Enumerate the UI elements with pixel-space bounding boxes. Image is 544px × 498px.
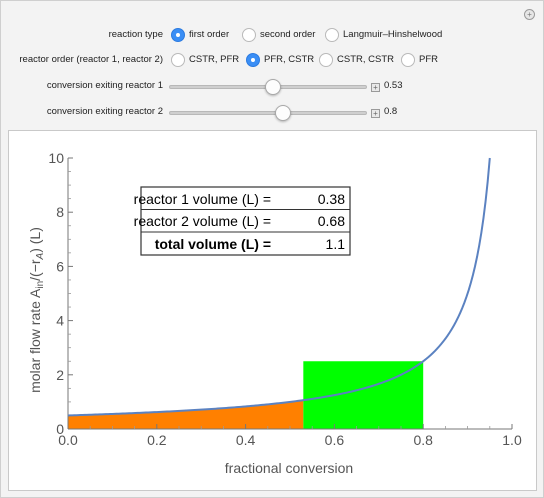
y-tick-label: 10 [48, 150, 64, 166]
y-tick-label: 4 [56, 313, 64, 329]
y-tick-label: 6 [56, 258, 64, 274]
x-tick-label: 0.6 [325, 432, 345, 448]
radio-cstr-pfr[interactable] [171, 53, 185, 67]
radio-pfr-cstr[interactable] [246, 53, 260, 67]
conversion-2-row: conversion exiting reactor 2 + 0.8 [1, 103, 544, 123]
x-tick-label: 0.2 [147, 432, 167, 448]
x-tick-label: 0.4 [236, 432, 256, 448]
total-volume-label: total volume (L) = [155, 236, 271, 252]
radio-cstr-cstr[interactable] [319, 53, 333, 67]
radio-cstr-pfr-label[interactable]: CSTR, PFR [189, 54, 240, 65]
conversion-1-slider-thumb[interactable] [265, 79, 282, 95]
radio-langmuir-hinshelwood-label[interactable]: Langmuir–Hinshelwood [343, 29, 443, 40]
radio-second-order-label[interactable]: second order [260, 29, 316, 40]
rate-curve [67, 157, 491, 417]
levenspiel-plot: 0.0 0.2 0.4 0.6 0.8 1.0 0 2 4 6 8 10 molar flow rat… [27, 150, 522, 476]
x-tick-label: 0.0 [58, 432, 78, 448]
reactor-2-volume-value: 0.68 [318, 213, 345, 229]
conversion-1-row: conversion exiting reactor 1 + 0.53 [1, 77, 544, 97]
conversion-2-slider-track[interactable] [169, 111, 367, 115]
reactor-order-row: reactor order (reactor 1, reactor 2) CST… [1, 51, 544, 71]
conversion-2-value: 0.8 [384, 106, 398, 117]
conversion-1-label: conversion exiting reactor 1 [46, 80, 163, 91]
y-tick-label: 2 [56, 367, 64, 383]
total-volume-value: 1.1 [326, 236, 346, 252]
radio-second-order[interactable] [242, 28, 256, 42]
y-tick-label: 0 [56, 421, 64, 437]
conversion-2-slider-thumb[interactable] [274, 105, 291, 121]
reactor-order-label: reactor order (reactor 1, reactor 2) [19, 54, 163, 65]
y-axis-label-main: molar flow rate A [27, 288, 43, 393]
radio-pfr-label[interactable]: PFR [419, 54, 438, 65]
y-axis-label-sub: in [35, 281, 46, 289]
radio-first-order[interactable] [171, 28, 185, 42]
conversion-1-value: 0.53 [384, 80, 403, 91]
cstr-rectangle [303, 361, 424, 429]
reactor-2-volume-label: reactor 2 volume (L) = [134, 213, 271, 229]
y-axis-label: molar flow rate Ain/(−rA) (L) [27, 227, 46, 393]
radio-cstr-cstr-label[interactable]: CSTR, CSTR [337, 54, 394, 65]
reaction-type-row: reaction type first order second order L… [1, 26, 544, 46]
x-axis-label: fractional conversion [225, 460, 353, 476]
conversion-2-label: conversion exiting reactor 2 [46, 106, 163, 117]
x-tick-label: 1.0 [502, 432, 522, 448]
radio-pfr[interactable] [401, 53, 415, 67]
reaction-type-label: reaction type [108, 29, 163, 40]
conversion-1-expand-icon[interactable]: + [371, 83, 380, 92]
y-axis-label-end: ) (L) [27, 227, 43, 253]
y-tick-label: 8 [56, 204, 64, 220]
plot-panel: 0.0 0.2 0.4 0.6 0.8 1.0 0 2 4 6 8 10 molar flow rat… [8, 130, 537, 491]
conversion-2-expand-icon[interactable]: + [371, 109, 380, 118]
y-axis-label-sub2: A [35, 252, 46, 260]
y-axis-label-rest: /(−r [27, 259, 43, 281]
reactor-1-volume-value: 0.38 [318, 191, 345, 207]
reset-icon[interactable]: + [524, 9, 535, 20]
x-tick-label: 0.8 [413, 432, 433, 448]
results-table: reactor 1 volume (L) = 0.38 reactor 2 vo… [134, 186, 351, 256]
radio-langmuir-hinshelwood[interactable] [325, 28, 339, 42]
reactor-1-volume-label: reactor 1 volume (L) = [134, 191, 271, 207]
radio-pfr-cstr-label[interactable]: PFR, CSTR [264, 54, 315, 65]
radio-first-order-label[interactable]: first order [189, 29, 230, 40]
